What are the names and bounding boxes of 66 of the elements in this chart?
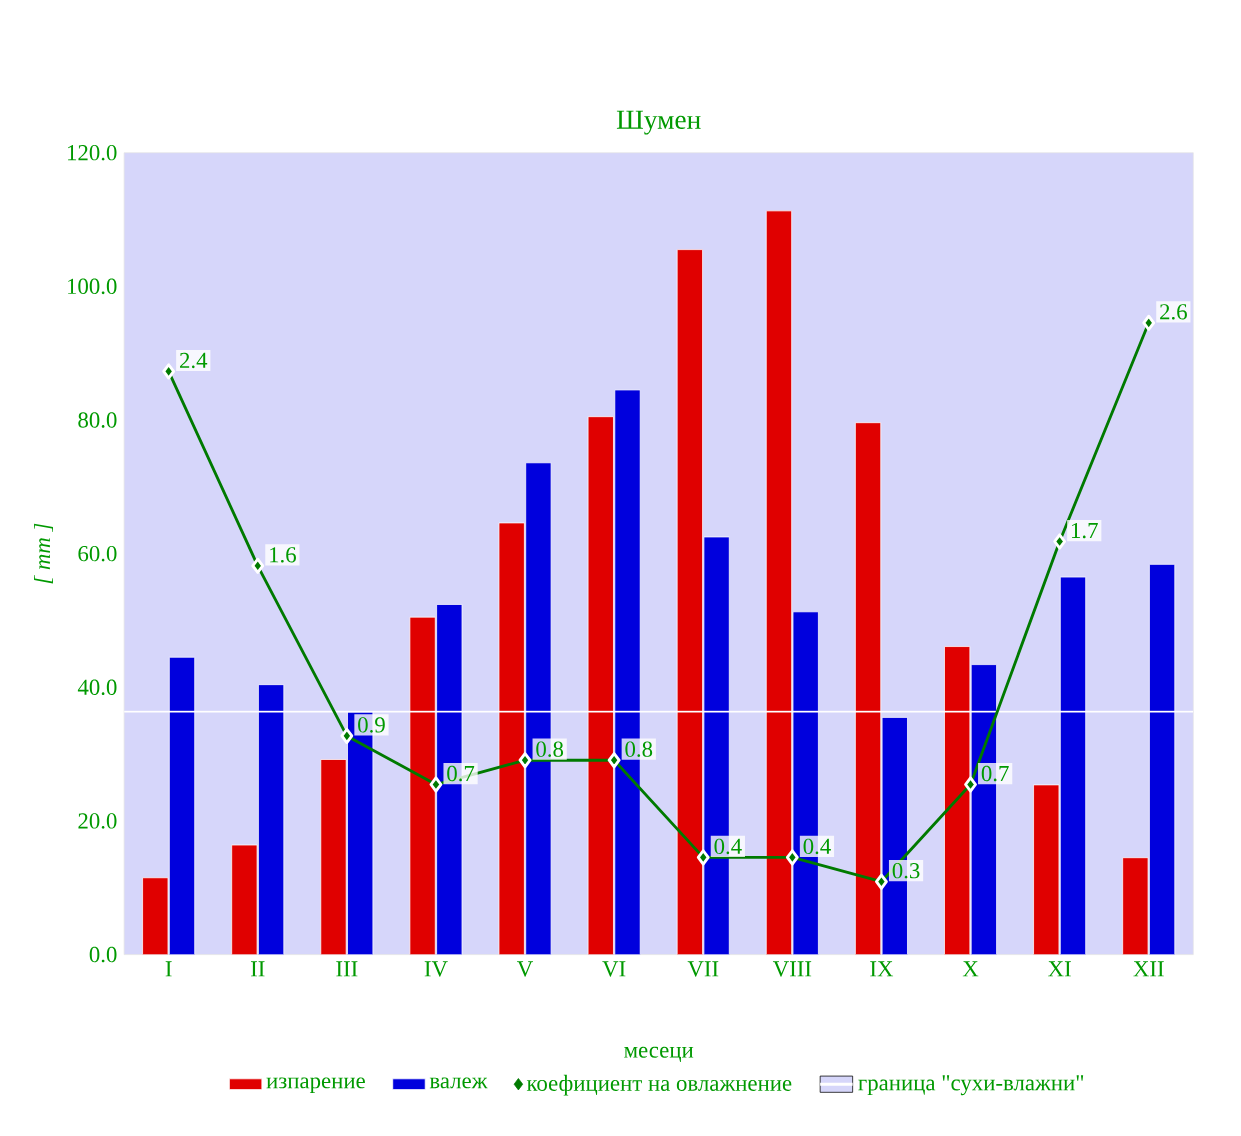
bar [766,210,792,955]
legend-label: изпарение [266,1077,365,1094]
bar [231,845,258,955]
x-tick-label: V [517,961,534,977]
point [607,752,621,769]
data-label: 1.7 [1071,522,1098,539]
point [696,849,710,866]
x-tick-label: III [336,961,358,977]
data-label: 0.7 [981,765,1009,782]
data-label: 0.4 [714,838,742,855]
bar [588,416,614,955]
x-tick-label: XI [1048,961,1071,977]
data-label: 0.4 [803,838,831,855]
chart-title: Шумен [616,110,701,135]
legend-label: валеж [429,1077,488,1089]
data-label: 1.6 [270,547,296,563]
data-label: 0.3 [892,862,920,879]
x-tick-label: XII [1133,961,1164,977]
point [162,363,176,380]
point [518,752,532,769]
bar [1122,857,1149,955]
x-tick-label: IX [870,961,894,977]
data-label: 0.7 [447,765,475,782]
x-tick-label: II [250,961,265,977]
bar [498,522,525,955]
point [251,557,265,574]
bar [1149,563,1176,955]
point [1053,533,1067,550]
x-tick-label: VIII [772,961,812,977]
point [875,873,888,890]
data-label: 2.4 [180,352,208,369]
x-tick-label: X [962,961,979,977]
x-tick-label: I [165,961,172,977]
bar [169,657,195,955]
y-tick-label: 60.0 [78,545,117,562]
bar [855,422,881,955]
point [964,776,977,793]
data-label: 0.9 [358,717,385,733]
bar [1033,784,1059,955]
y-tick-label: 20.0 [78,813,117,829]
bar [677,249,703,955]
x-tick-label: IV [424,961,448,977]
y-tick-label: 40.0 [77,679,117,696]
legend-label: коефициент на овлажнение [526,1074,792,1096]
y-axis-title: [ mm ] [34,523,53,584]
bar [1060,577,1086,955]
point [429,776,443,793]
point [340,727,354,744]
bar [142,877,168,955]
x-tick-label: VII [687,961,719,977]
bar [944,646,970,955]
bar [320,759,347,955]
legend-label: граница "сухи-влажни" [858,1075,1084,1096]
data-label: 0.8 [625,741,653,757]
point [785,849,799,866]
x-axis-title: месеци [624,1046,694,1062]
x-tick-label: VI [602,961,626,977]
y-tick-label: 0.0 [89,946,117,963]
bar [258,684,284,955]
y-tick-label: 80.0 [78,412,117,428]
y-tick-label: 120.0 [68,144,117,161]
bar [409,617,436,955]
point [1142,314,1156,331]
y-tick-label: 100.0 [68,278,117,295]
data-label: 0.8 [536,741,564,757]
data-label: 2.6 [1160,304,1187,320]
